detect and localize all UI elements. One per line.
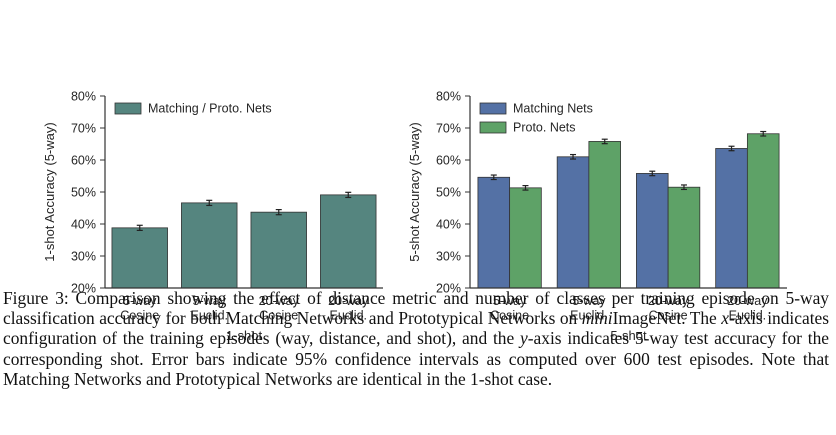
bar — [588, 141, 621, 289]
bar — [111, 227, 168, 289]
chart-panel-1: 20% 30% 40% 50% 60% 70% 80% 5-way Cosine 5-way Euc… — [42, 90, 383, 343]
y-tick-label: 30% — [71, 250, 96, 264]
x-axis-label: 5-shot — [610, 328, 647, 343]
figure-caption: Figure 3: Comparison showing the effect … — [3, 288, 829, 389]
caption-part1: Comparison showing the effect of distanc… — [3, 288, 830, 329]
x-tick-label: 5-way Euclid. — [570, 294, 608, 323]
caption-part4: -axis indicates 5-way test accuracy for … — [3, 328, 829, 389]
y-tick-label: 70% — [436, 122, 461, 136]
y-tick-label: 70% — [71, 122, 96, 136]
y-tick-label: 30% — [436, 250, 461, 264]
x-tick-label: 20-way Euclid. — [328, 294, 369, 323]
caption-mini: mini — [581, 308, 613, 329]
y-axis-label: 5-shot Accuracy (5-way) — [407, 122, 422, 261]
legend-swatch — [479, 102, 507, 115]
legend-swatch — [114, 102, 142, 115]
y-tick-label: 80% — [436, 90, 461, 104]
x-axis-label: 1-shot — [226, 328, 263, 343]
x-tick-label: 20-way Euclid. — [727, 294, 768, 323]
bar — [250, 211, 307, 289]
bar — [320, 194, 377, 289]
bar — [509, 187, 542, 289]
x-tick-label: 5-way Euclid. — [190, 294, 228, 323]
y-tick-label: 20% — [71, 282, 96, 296]
caption-part2: ImageNet. The — [612, 308, 722, 329]
x-tick-label: 20-way Cosine — [259, 294, 300, 323]
chart-panel-2: 20% 30% 40% 50% 60% 70% 80% 5-way Cosine 5-way Euc… — [407, 90, 787, 343]
legend-label: Matching Nets — [513, 102, 593, 116]
caption-y-var: y — [520, 328, 528, 349]
y-tick-label: 50% — [436, 186, 461, 200]
caption-part3: -axis indicates configuration of the tra… — [3, 308, 830, 349]
bar — [636, 173, 669, 289]
caption-label: Figure 3: — [3, 288, 69, 308]
x-tick-label: 5-way Cosine — [490, 294, 529, 323]
y-axis-label: 1-shot Accuracy (5-way) — [42, 122, 57, 261]
y-tick-label: 60% — [71, 154, 96, 168]
y-tick-label: 60% — [436, 154, 461, 168]
x-tick-label: 5-way Cosine — [120, 294, 159, 323]
bar — [746, 133, 780, 289]
y-tick-label: 50% — [71, 186, 96, 200]
y-tick-label: 80% — [71, 90, 96, 104]
caption-x-var: x — [721, 308, 729, 329]
bar — [715, 148, 748, 289]
y-tick-label: 40% — [436, 218, 461, 232]
legend-label: Proto. Nets — [513, 121, 576, 135]
bar — [477, 176, 511, 289]
y-tick-label: 40% — [71, 218, 96, 232]
bar — [556, 156, 590, 289]
legend-label: Matching / Proto. Nets — [148, 102, 272, 116]
legend-swatch — [479, 121, 507, 134]
bar — [667, 186, 701, 289]
y-tick-label: 20% — [436, 282, 461, 296]
x-tick-label: 20-way Cosine — [648, 294, 689, 323]
bar — [181, 202, 238, 289]
